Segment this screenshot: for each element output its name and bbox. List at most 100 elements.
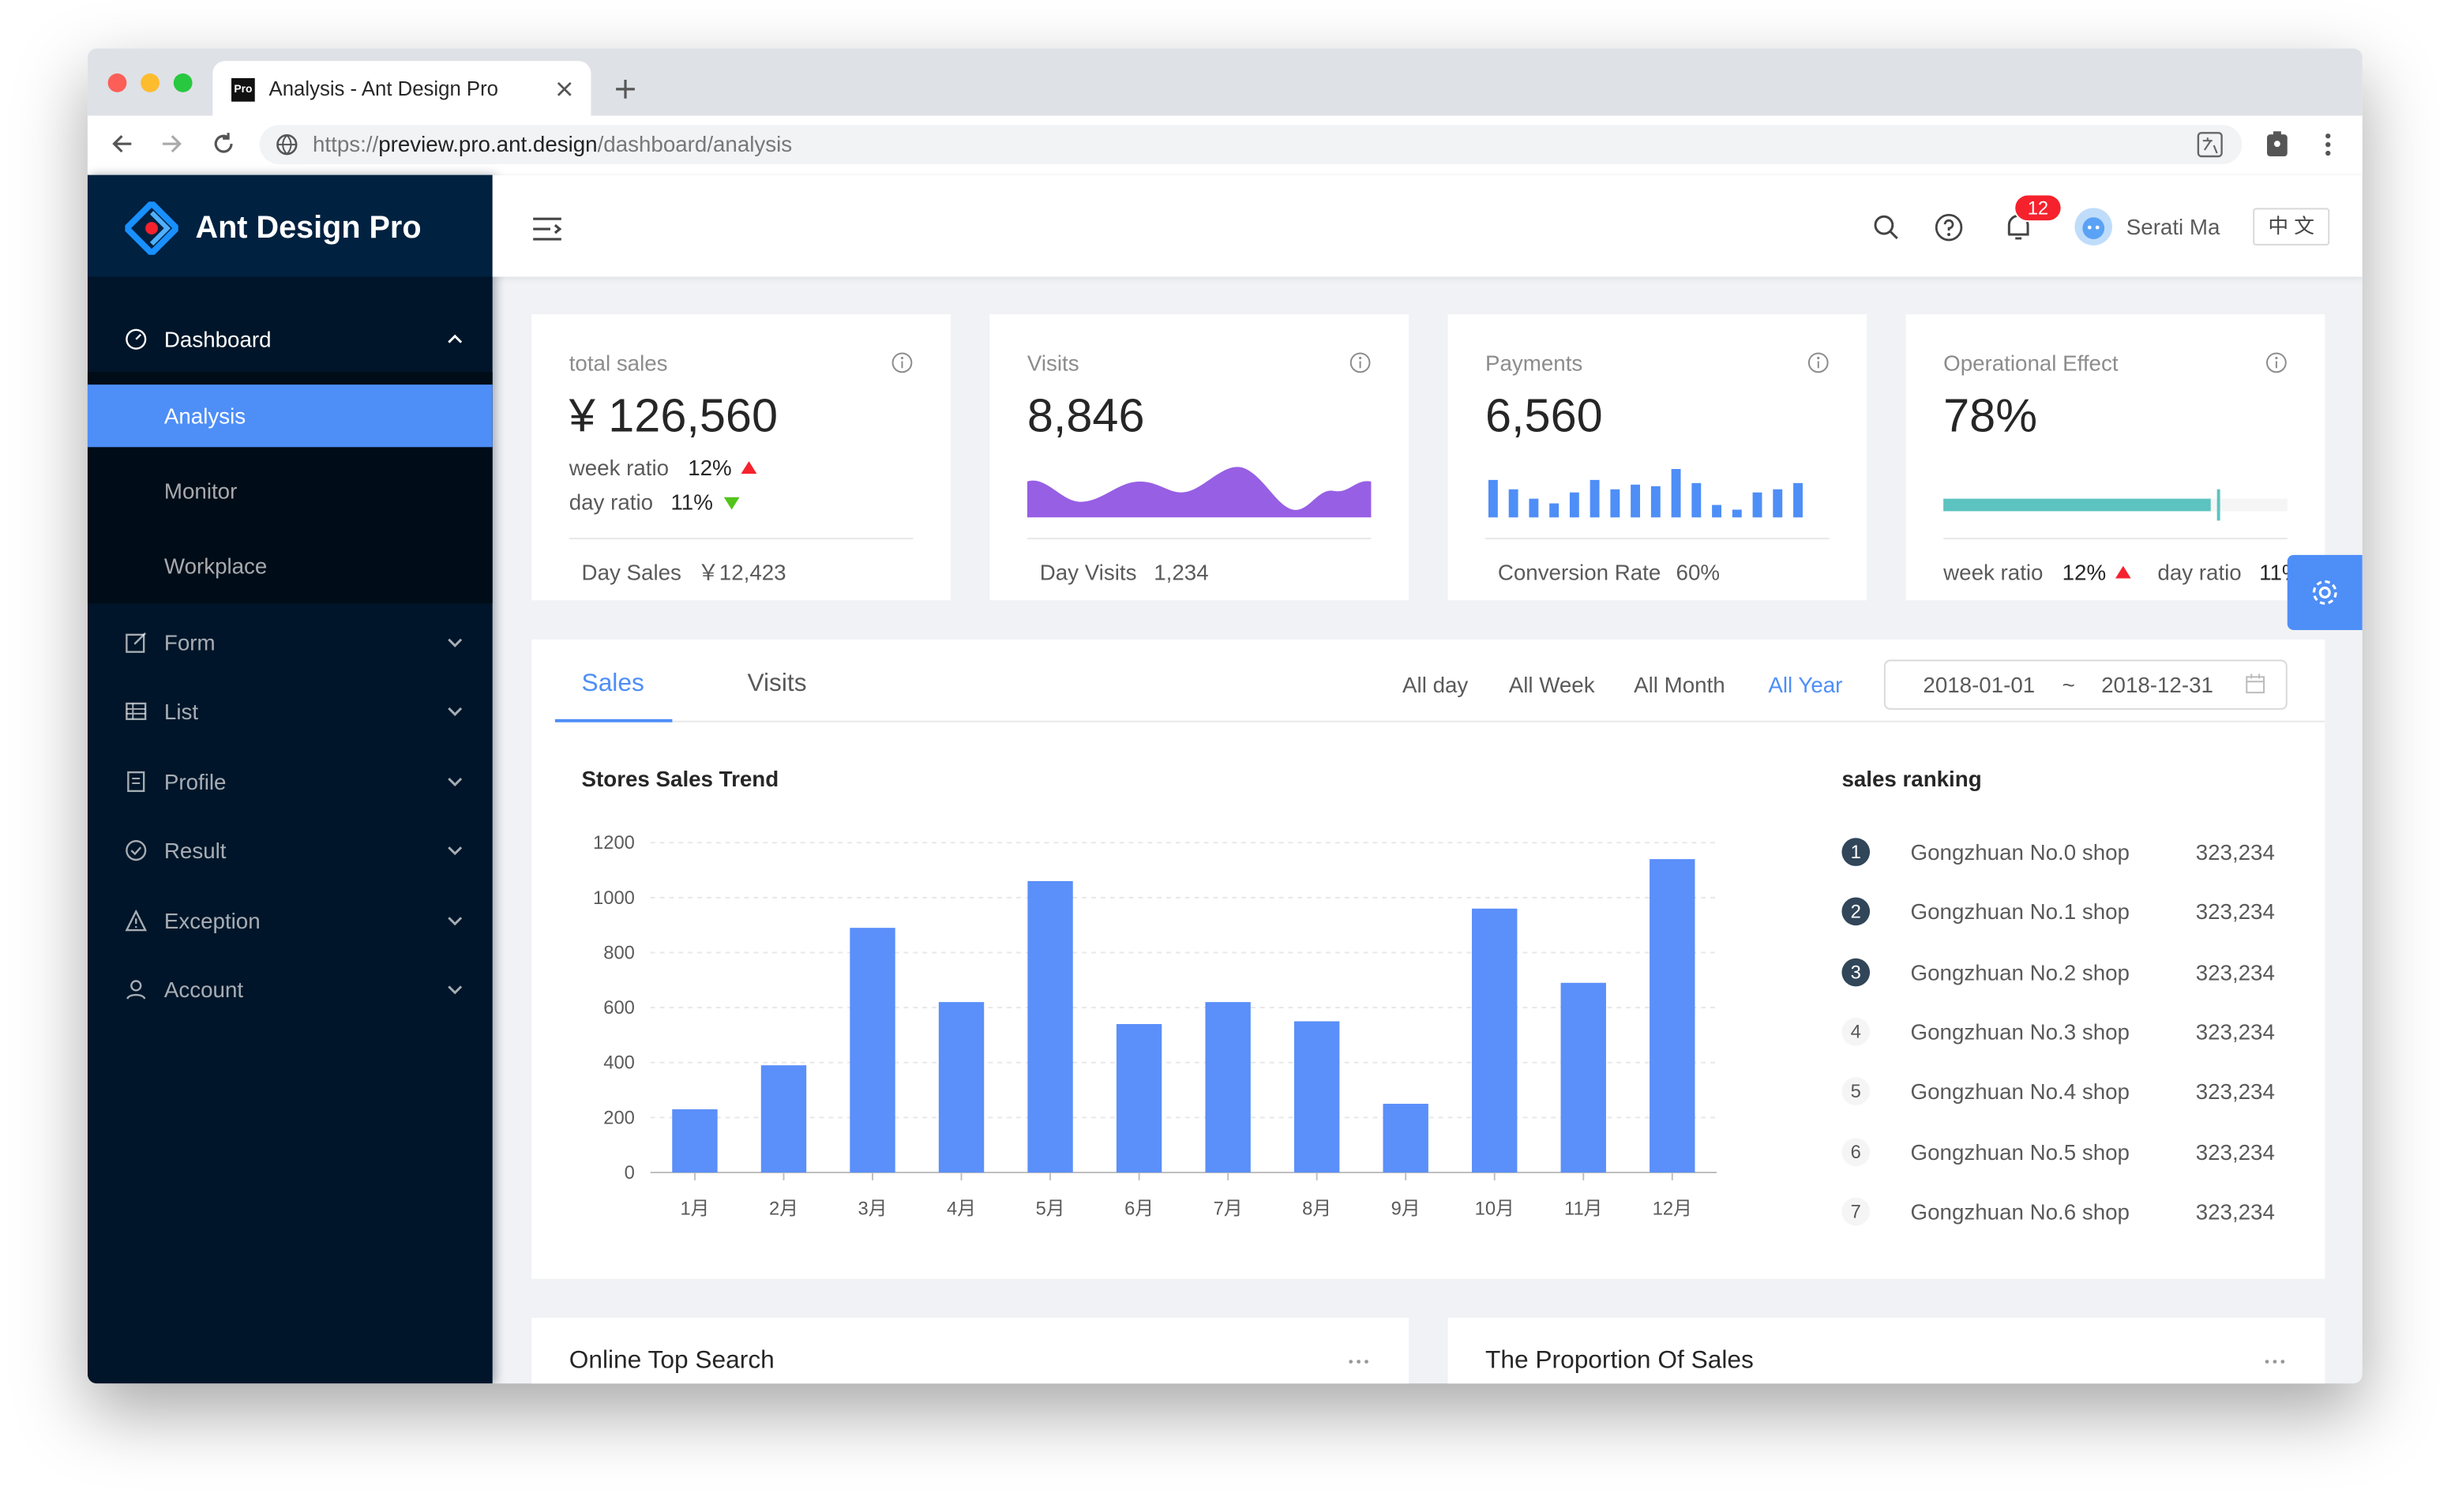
date-start[interactable]: 2018-01-01	[1923, 672, 2036, 698]
trend-value: 12%	[2062, 559, 2107, 585]
x-tick-label: 5月	[1036, 1198, 1065, 1219]
collapse-arrow[interactable]	[447, 333, 463, 346]
shop-name: Gongzhuan No.6 shop	[1910, 1199, 2130, 1225]
card-title: The Proportion Of Sales	[1485, 1347, 1754, 1375]
more-icon[interactable]	[2264, 1359, 2286, 1365]
date-picker[interactable]	[1883, 659, 2288, 710]
menu-fold[interactable]	[531, 216, 563, 242]
menu-icon	[126, 632, 146, 653]
menu-item[interactable]: Dashboard	[163, 326, 272, 352]
browser-menu[interactable]	[2318, 131, 2337, 158]
search-icon[interactable]	[1873, 214, 1900, 241]
info-icon[interactable]	[1349, 352, 1372, 374]
translate-icon[interactable]	[2197, 131, 2224, 158]
footer-value: 60%	[1676, 559, 1721, 585]
tab-ink	[554, 718, 673, 722]
reload-button[interactable]	[211, 131, 236, 156]
menu-item[interactable]: Form	[163, 629, 216, 655]
tab-close[interactable]	[555, 80, 574, 99]
submenu-item[interactable]: Workplace	[163, 553, 268, 579]
tab-favicon: Pro	[231, 78, 255, 102]
forward-button[interactable]	[160, 131, 185, 156]
expand-arrow[interactable]	[447, 705, 463, 718]
range-link[interactable]: All Month	[1634, 672, 1725, 698]
logo-text[interactable]: Ant Design Pro	[195, 211, 422, 246]
rank-badge: 3	[1841, 958, 1871, 986]
help-icon[interactable]	[1934, 212, 1964, 242]
new-tab[interactable]	[613, 77, 638, 102]
range-link[interactable]: All Year	[1768, 672, 1843, 698]
shop-name: Gongzhuan No.3 shop	[1910, 1019, 2130, 1045]
omnibox[interactable]	[259, 125, 2243, 164]
menu-icon	[125, 910, 148, 932]
x-tick-label: 2月	[769, 1198, 798, 1219]
x-tick-label: 6月	[1124, 1198, 1154, 1219]
bar	[760, 1065, 807, 1172]
x-tick-label: 1月	[680, 1198, 709, 1219]
trend-up	[2115, 565, 2131, 579]
range-link[interactable]: All day	[1402, 672, 1469, 698]
more-icon[interactable]	[1348, 1359, 1370, 1365]
y-tick-label: 800	[603, 942, 635, 963]
y-tick-label: 0	[625, 1162, 635, 1184]
logo-icon[interactable]	[125, 201, 178, 255]
trend-value: 11%	[670, 489, 713, 515]
bar	[1560, 982, 1606, 1172]
site-info-icon[interactable]	[275, 133, 298, 156]
footer-label: Day Sales	[581, 559, 681, 585]
user-name[interactable]: Serati Ma	[2126, 214, 2220, 239]
divider	[1943, 538, 2288, 540]
divider	[1027, 538, 1372, 540]
info-icon[interactable]	[891, 352, 914, 374]
browser-tab[interactable]	[212, 61, 591, 116]
avatar[interactable]	[2074, 208, 2112, 246]
menu-item[interactable]: Account	[163, 977, 244, 1003]
expand-arrow[interactable]	[447, 775, 463, 788]
extension-icon[interactable]	[2264, 129, 2291, 158]
bar	[850, 928, 895, 1172]
shop-value: 323,234	[2195, 899, 2275, 925]
expand-arrow[interactable]	[447, 844, 463, 857]
shop-name: Gongzhuan No.2 shop	[1910, 959, 2130, 985]
language-switch[interactable]: 中 文	[2253, 208, 2330, 246]
card-title: Payments	[1485, 350, 1583, 376]
trend-up	[741, 461, 757, 474]
expand-arrow[interactable]	[447, 636, 463, 649]
settings-button[interactable]	[2287, 554, 2363, 630]
bar	[1650, 859, 1695, 1172]
stat-card: Operational Effect 78% week ratio 12% da…	[1905, 313, 2325, 601]
card-title: Operational Effect	[1943, 350, 2119, 376]
submenu-item[interactable]: Monitor	[163, 478, 238, 504]
ranking-title: sales ranking	[1841, 766, 1982, 791]
notification-badge: 12	[2015, 195, 2061, 221]
zoom-dot[interactable]	[173, 73, 193, 92]
bottom-card: The Proportion Of Sales	[1447, 1318, 2325, 1384]
shop-value: 323,234	[2195, 959, 2275, 985]
menu-icon	[126, 980, 146, 1000]
shop-value: 323,234	[2195, 839, 2275, 865]
tab[interactable]: Sales	[581, 670, 644, 698]
range-link[interactable]: All Week	[1508, 672, 1595, 698]
expand-arrow[interactable]	[447, 914, 463, 927]
stat-card: total sales ¥ 126,560 week ratio 12% day…	[531, 313, 951, 601]
tab[interactable]: Visits	[747, 670, 807, 698]
info-icon[interactable]	[1807, 352, 1830, 374]
back-button[interactable]	[110, 131, 135, 156]
stat-card: Payments 6,560 Conversion Rate 60%	[1447, 313, 1867, 601]
menu-item[interactable]: Exception	[163, 908, 261, 934]
shop-name: Gongzhuan No.5 shop	[1910, 1139, 2130, 1165]
expand-arrow[interactable]	[447, 983, 463, 996]
info-icon[interactable]	[2265, 352, 2288, 374]
bar	[1293, 1021, 1340, 1172]
bar	[672, 1109, 718, 1172]
menu-item[interactable]: List	[163, 699, 199, 724]
date-end[interactable]: 2018-12-31	[2101, 672, 2213, 698]
close-dot[interactable]	[107, 73, 127, 92]
y-tick-label: 600	[603, 997, 635, 1019]
menu-item[interactable]: Profile	[163, 769, 227, 794]
minimize-dot[interactable]	[141, 73, 160, 92]
menu-item[interactable]: Result	[163, 838, 227, 863]
submenu-item[interactable]: Analysis	[163, 403, 246, 429]
shop-name: Gongzhuan No.1 shop	[1910, 899, 2130, 925]
